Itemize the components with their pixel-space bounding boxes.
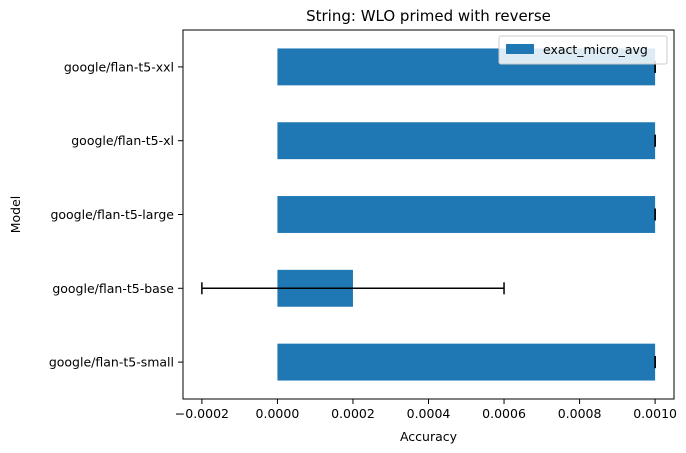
legend-swatch (506, 44, 534, 54)
legend-label: exact_micro_avg (543, 42, 648, 57)
y-tick-label: google/flan-t5-large (50, 207, 174, 222)
bar-google-flan-t5-large (277, 196, 656, 233)
legend-box (498, 35, 668, 65)
x-tick-label: 0.0006 (482, 406, 526, 421)
x-tick-label: 0.0000 (256, 406, 300, 421)
y-tick-label: google/flan-t5-base (52, 281, 174, 296)
x-axis-label: Accuracy (400, 429, 458, 444)
legend: exact_micro_avg (498, 35, 668, 65)
bar-google-flan-t5-xl (277, 122, 656, 160)
y-axis-label: Model (8, 196, 23, 234)
x-ticks: −0.0002 0.0000 0.0002 0.0004 0.0006 0.0008 0.0… (175, 399, 677, 421)
y-ticks: google/flan-t5-small google/flan-t5-base g… (49, 59, 183, 370)
bar-google-flan-t5-small (277, 343, 656, 381)
x-tick-label: 0.0008 (558, 406, 602, 421)
y-tick-label: google/flan-t5-small (49, 355, 174, 370)
bars-layer (277, 48, 656, 381)
error-bar-google-flan-t5-base (201, 282, 505, 295)
x-tick-label: 0.0004 (407, 406, 451, 421)
x-tick-label: 0.0002 (331, 406, 375, 421)
chart-title: String: WLO primed with reverse (306, 7, 551, 25)
y-tick-label: google/flan-t5-xl (71, 133, 174, 148)
x-tick-label: −0.0002 (175, 406, 229, 421)
x-tick-label: 0.0010 (633, 406, 677, 421)
errorbars-layer (201, 60, 656, 369)
y-tick-label: google/flan-t5-xxl (64, 59, 174, 74)
